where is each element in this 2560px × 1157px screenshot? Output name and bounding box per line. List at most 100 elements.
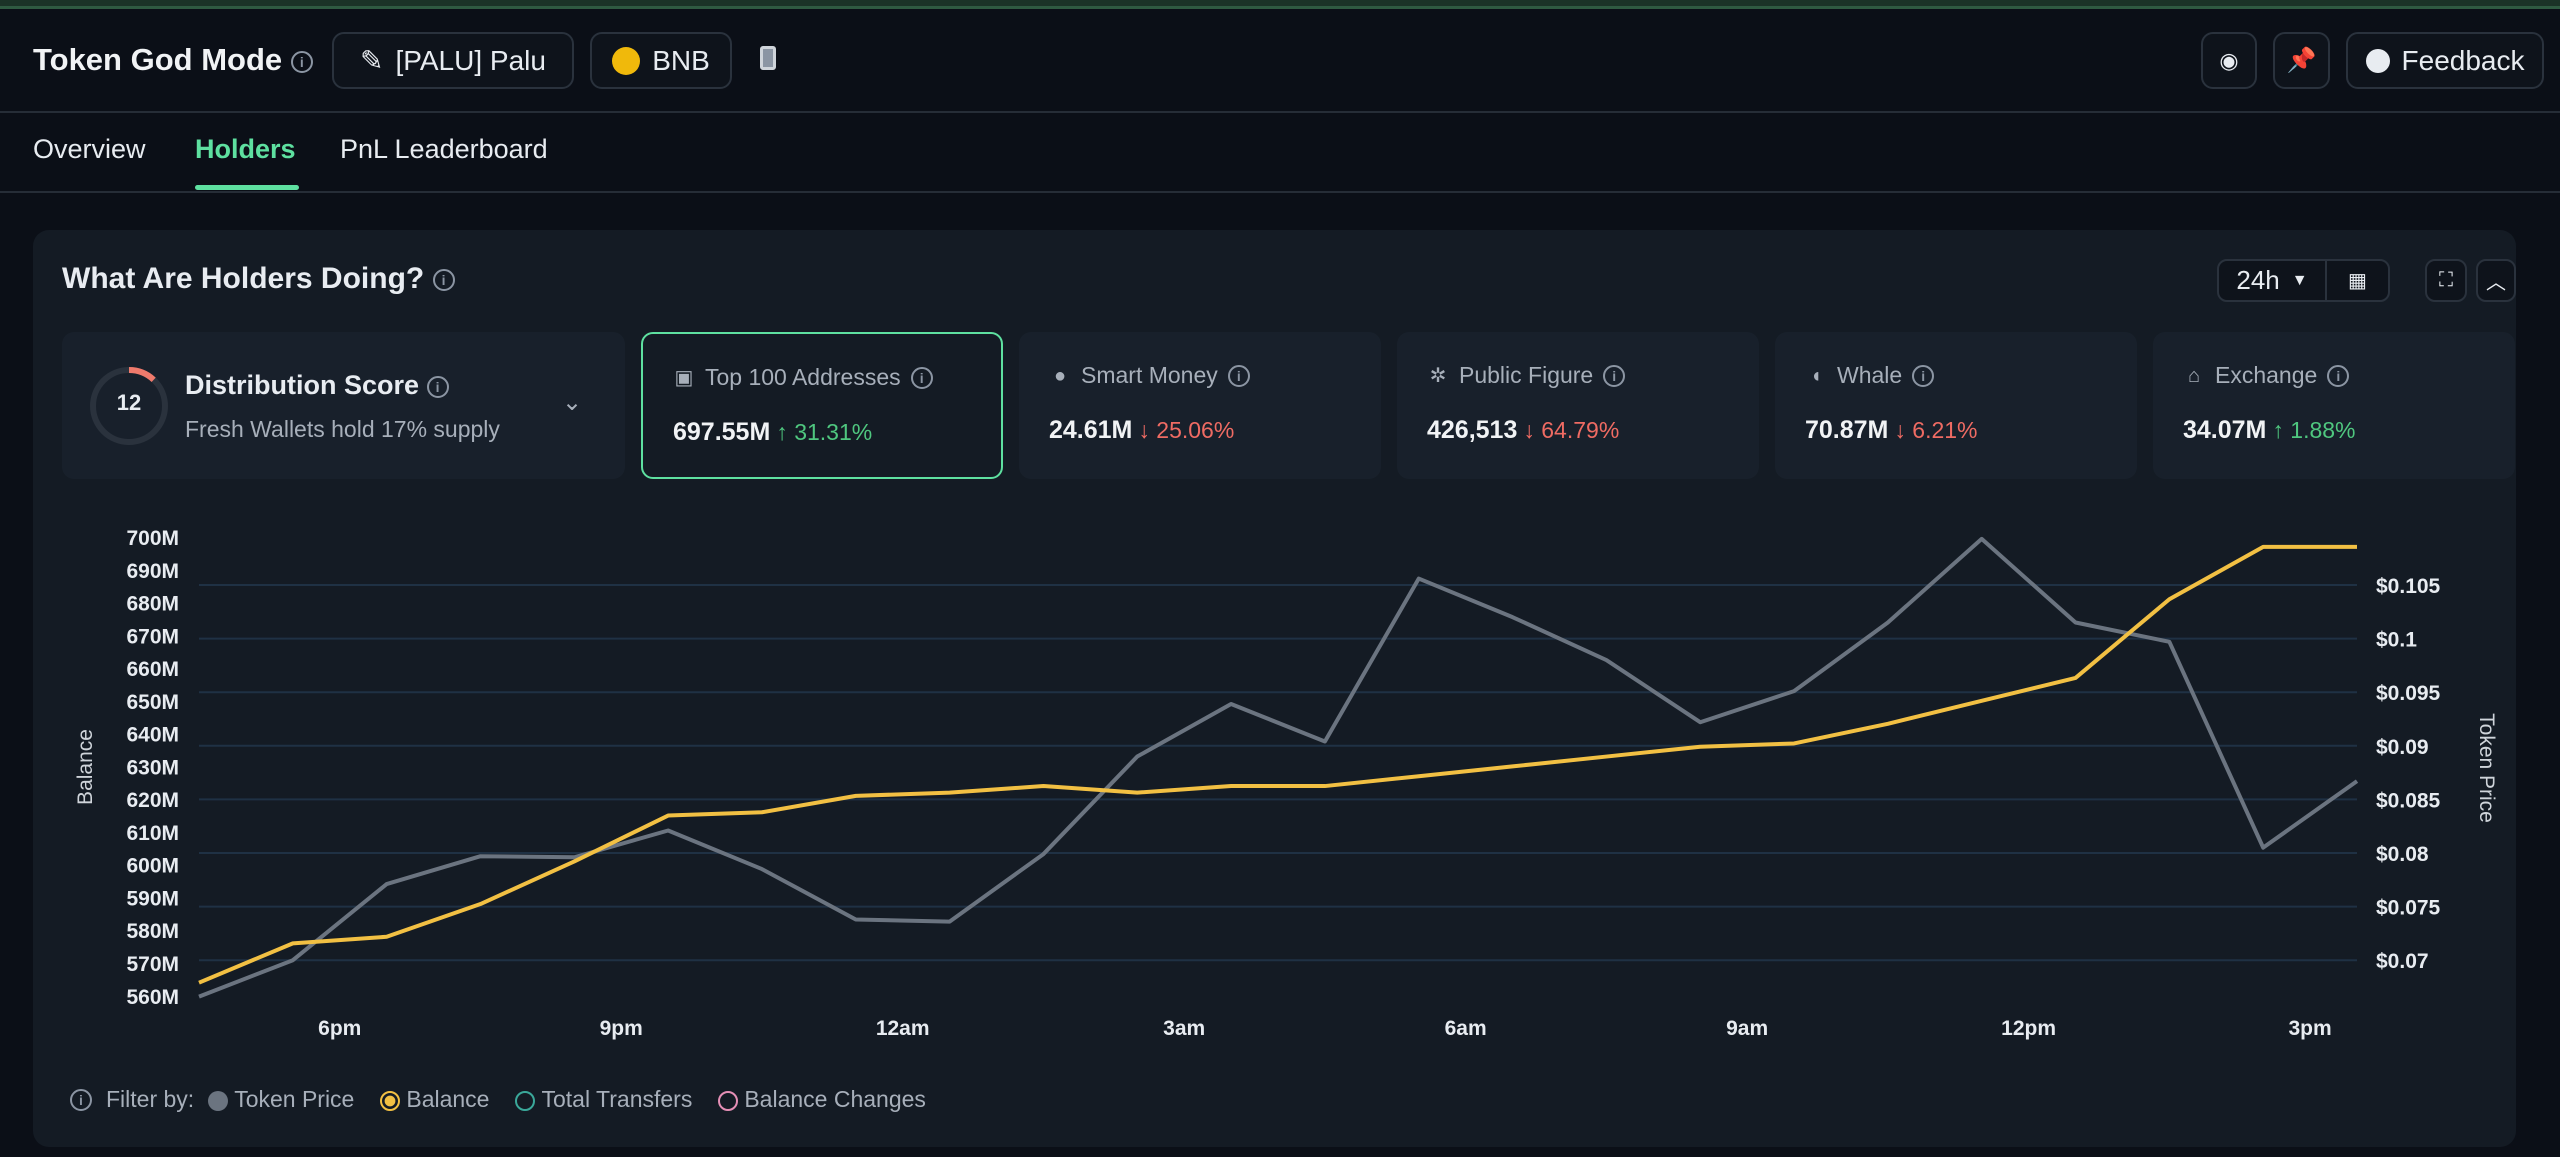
tab-overview[interactable]: Overview <box>33 134 146 164</box>
legend-dot-icon <box>515 1090 536 1111</box>
legend-dot-icon <box>380 1090 401 1111</box>
stat-label: ◖ Whale i <box>1805 362 1935 389</box>
panel-title: What Are Holders Doing? i <box>62 262 455 296</box>
caret-down-icon: ▼ <box>2291 271 2308 289</box>
eye-icon: ◉ <box>2219 47 2239 73</box>
score-value: 12 <box>116 390 142 415</box>
stat-card-top-100-addresses[interactable]: ▣ Top 100 Addresses i 697.55M ↑ 31.31% <box>641 332 1003 479</box>
info-icon[interactable]: i <box>426 375 449 398</box>
info-icon[interactable]: i <box>290 50 313 73</box>
right-axis-tick: $0.075 <box>2376 897 2441 920</box>
stat-label: ✲ Public Figure i <box>1427 362 1626 389</box>
stat-card-public-figure[interactable]: ✲ Public Figure i 426,513 ↓ 64.79% <box>1397 332 1759 479</box>
info-icon[interactable]: i <box>70 1088 92 1111</box>
distribution-title: Distribution Score i <box>185 370 449 401</box>
legend-item-token-price[interactable]: Token Price <box>208 1086 354 1113</box>
left-axis-tick: 660M <box>126 658 179 681</box>
right-axis-tick: $0.07 <box>2376 950 2429 973</box>
stat-card-exchange[interactable]: ⌂ Exchange i 34.07M ↑ 1.88% <box>2153 332 2515 479</box>
watch-button[interactable]: ◉ <box>2201 32 2257 89</box>
legend-item-balance-changes[interactable]: Balance Changes <box>718 1086 926 1113</box>
pin-button[interactable]: 📌 <box>2273 32 2330 89</box>
right-axis-label: Token Price <box>2475 713 2498 823</box>
expand-icon: ⛶ <box>2439 269 2453 291</box>
score-ring <box>90 367 168 445</box>
sunglasses-icon: ● <box>1053 364 1067 387</box>
left-axis-tick: 630M <box>126 756 179 779</box>
stat-card-whale[interactable]: ◖ Whale i 70.87M ↓ 6.21% <box>1775 332 2137 479</box>
stat-change: ↓ 6.21% <box>1894 417 1978 443</box>
legend-item-total-transfers[interactable]: Total Transfers <box>515 1086 692 1113</box>
tab-pnl-leaderboard[interactable]: PnL Leaderboard <box>340 134 548 164</box>
left-axis-tick: 640M <box>126 724 179 747</box>
top-accent-bar <box>0 0 2560 9</box>
x-axis-tick: 6pm <box>318 1017 361 1040</box>
info-icon[interactable]: i <box>1603 364 1626 387</box>
distribution-score-card[interactable]: 12 Distribution Score i Fresh Wallets ho… <box>62 332 625 479</box>
info-icon[interactable]: i <box>2327 364 2350 387</box>
stat-label: ● Smart Money i <box>1049 362 1250 389</box>
left-axis-tick: 650M <box>126 691 179 714</box>
feedback-button[interactable]: Feedback <box>2346 32 2544 89</box>
info-icon[interactable]: i <box>432 269 455 292</box>
left-axis-tick: 580M <box>126 920 179 943</box>
header-divider <box>0 111 2560 113</box>
distribution-subtitle: Fresh Wallets hold 17% supply <box>185 416 500 442</box>
stat-value: 70.87M ↓ 6.21% <box>1805 416 1978 444</box>
timeframe-dropdown[interactable]: 24h ▼ <box>2219 261 2327 300</box>
left-axis-tick: 570M <box>126 953 179 976</box>
x-axis-tick: 12pm <box>2001 1017 2056 1040</box>
info-icon[interactable]: i <box>1912 364 1935 387</box>
stat-value: 24.61M ↓ 25.06% <box>1049 416 1235 444</box>
right-axis-tick: $0.08 <box>2376 843 2429 866</box>
calendar-icon[interactable]: ▦ <box>2348 270 2367 292</box>
series-line-balance[interactable] <box>198 544 2357 985</box>
chat-icon <box>2365 48 2390 73</box>
spotlight-icon: ✲ <box>1429 364 1447 387</box>
chevron-up-icon: ︿ <box>2486 272 2506 294</box>
chain-label: BNB <box>652 44 710 76</box>
info-icon[interactable]: i <box>910 366 933 389</box>
token-selector-button[interactable]: ✎ [PALU] Palu <box>332 32 574 89</box>
bank-icon: ⌂ <box>2187 364 2201 387</box>
stat-label: ▣ Top 100 Addresses i <box>673 364 933 391</box>
feedback-label: Feedback <box>2401 44 2525 76</box>
stat-change: ↓ 25.06% <box>1138 417 1235 443</box>
tab-holders[interactable]: Holders <box>195 134 296 164</box>
pin-icon: 📌 <box>2286 47 2317 74</box>
left-axis-tick: 680M <box>126 593 179 616</box>
info-icon[interactable]: i <box>1227 364 1250 387</box>
collapse-button[interactable]: ︿ <box>2476 259 2516 302</box>
left-axis-tick: 560M <box>126 986 179 1009</box>
left-axis-tick: 610M <box>126 822 179 845</box>
chart-legend: i Filter by: Token Price Balance Total Tra… <box>70 1086 926 1113</box>
score-ring-fill <box>90 367 168 445</box>
series-line-token-price[interactable] <box>198 536 2359 999</box>
left-axis-tick: 620M <box>126 789 179 812</box>
right-axis-tick: $0.1 <box>2376 629 2417 652</box>
chevron-down-icon[interactable]: ⌄ <box>562 389 583 416</box>
stat-value: 34.07M ↑ 1.88% <box>2183 416 2356 444</box>
legend-item-balance[interactable]: Balance <box>380 1086 489 1113</box>
stat-label: ⌂ Exchange i <box>2183 362 2350 389</box>
left-axis-tick: 600M <box>126 855 179 878</box>
legend-dot-icon <box>718 1090 739 1111</box>
right-axis-tick: $0.085 <box>2376 789 2441 812</box>
stat-change: ↑ 31.31% <box>776 419 873 445</box>
right-axis-tick: $0.09 <box>2376 736 2429 759</box>
copy-icon[interactable] <box>760 46 776 70</box>
stat-value: 697.55M ↑ 31.31% <box>673 418 873 446</box>
chain-button[interactable]: BNB <box>590 32 732 89</box>
x-axis-tick: 9am <box>1726 1017 1768 1040</box>
x-axis-tick: 3pm <box>2288 1017 2331 1040</box>
holders-chart: $0.105 $0.1 $0.095 $0.09 $0.085 $0.08 $0.075 $0… <box>74 527 2498 1040</box>
timeframe-control: 24h ▼ ▦ <box>2217 259 2390 302</box>
left-axis-label: Balance <box>74 729 97 805</box>
fullscreen-button[interactable]: ⛶ <box>2425 259 2467 302</box>
stat-card-smart-money[interactable]: ● Smart Money i 24.61M ↓ 25.06% <box>1019 332 1381 479</box>
legend-dot-icon <box>208 1090 229 1111</box>
left-axis-tick: 700M <box>126 527 179 550</box>
x-axis-tick: 12am <box>876 1017 930 1040</box>
timeframe-value: 24h <box>2236 265 2280 295</box>
pencil-icon: ✎ <box>360 45 384 76</box>
